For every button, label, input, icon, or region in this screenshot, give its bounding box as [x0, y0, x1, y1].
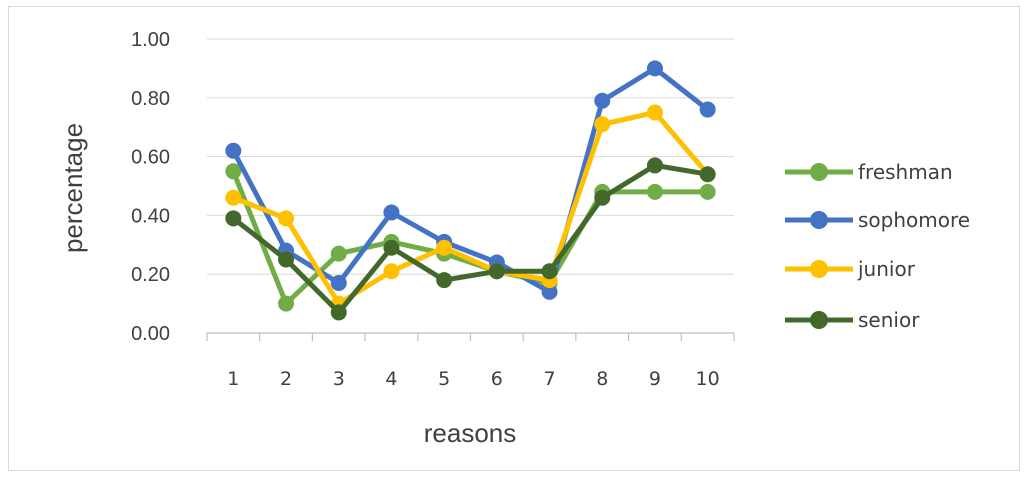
data-point — [594, 189, 611, 206]
x-axis: 1 2 3 4 5 6 7 8 9 10 — [206, 332, 735, 390]
data-point — [646, 183, 663, 200]
x-tick-label: 1 — [227, 368, 239, 390]
plot-area — [225, 60, 716, 321]
legend-label: sophomore — [858, 208, 970, 232]
series-line — [230, 162, 711, 315]
x-tick-label: 4 — [385, 368, 397, 390]
y-tick-label: 1.00 — [131, 29, 170, 51]
legend-swatch-marker — [810, 311, 828, 329]
data-point — [278, 210, 295, 227]
x-tick-label: 2 — [280, 368, 292, 390]
data-point — [383, 239, 400, 256]
data-point — [225, 189, 242, 206]
series-line — [230, 168, 711, 307]
x-axis-title: reasons — [424, 418, 517, 448]
data-point — [225, 163, 242, 180]
data-point — [330, 304, 347, 321]
data-point — [278, 251, 295, 268]
legend-item: senior — [785, 308, 920, 332]
y-tick-label: 0.40 — [131, 205, 170, 227]
data-point — [541, 283, 558, 300]
y-tick-label: 0.00 — [131, 323, 170, 345]
x-tick-label: 3 — [333, 368, 345, 390]
data-point — [225, 142, 242, 159]
data-point — [436, 239, 453, 256]
x-tick-label: 7 — [544, 368, 556, 390]
y-axis-title: percentage — [58, 123, 88, 253]
data-point — [594, 92, 611, 109]
data-point — [646, 157, 663, 174]
gridlines — [207, 38, 734, 275]
data-point — [594, 116, 611, 133]
data-point — [699, 101, 716, 118]
data-point — [646, 104, 663, 121]
legend-label: freshman — [858, 160, 953, 184]
x-tick-label: 10 — [696, 368, 720, 390]
series-line — [230, 110, 711, 307]
x-tick-label: 6 — [491, 368, 503, 390]
data-point — [699, 183, 716, 200]
legend-swatch-marker — [810, 260, 828, 278]
data-point — [488, 263, 505, 280]
data-point — [330, 275, 347, 292]
x-tick-label: 5 — [438, 368, 450, 390]
y-axis-ticks: 0.00 0.20 0.40 0.60 0.80 1.00 — [131, 29, 170, 345]
data-point — [436, 272, 453, 289]
series-senior — [225, 157, 716, 321]
series-junior — [225, 104, 716, 312]
legend-item: sophomore — [785, 208, 970, 232]
legend-item: junior — [785, 257, 916, 281]
legend-label: senior — [858, 308, 920, 332]
data-point — [699, 166, 716, 183]
y-tick-label: 0.20 — [131, 264, 170, 286]
data-point — [541, 263, 558, 280]
x-tick-label: 8 — [596, 368, 608, 390]
data-point — [278, 295, 295, 312]
data-point — [646, 60, 663, 77]
data-point — [330, 245, 347, 262]
legend-swatch-marker — [810, 163, 828, 181]
y-tick-label: 0.80 — [131, 88, 170, 110]
legend: freshman sophomore junior senior — [785, 160, 970, 332]
y-tick-label: 0.60 — [131, 147, 170, 169]
legend-label: junior — [857, 257, 916, 281]
data-point — [383, 263, 400, 280]
series-line — [230, 65, 711, 295]
legend-item: freshman — [785, 160, 953, 184]
chart-frame — [8, 6, 1020, 471]
x-tick-label: 9 — [649, 368, 661, 390]
legend-swatch-marker — [810, 211, 828, 229]
data-point — [383, 204, 400, 221]
data-point — [225, 210, 242, 227]
